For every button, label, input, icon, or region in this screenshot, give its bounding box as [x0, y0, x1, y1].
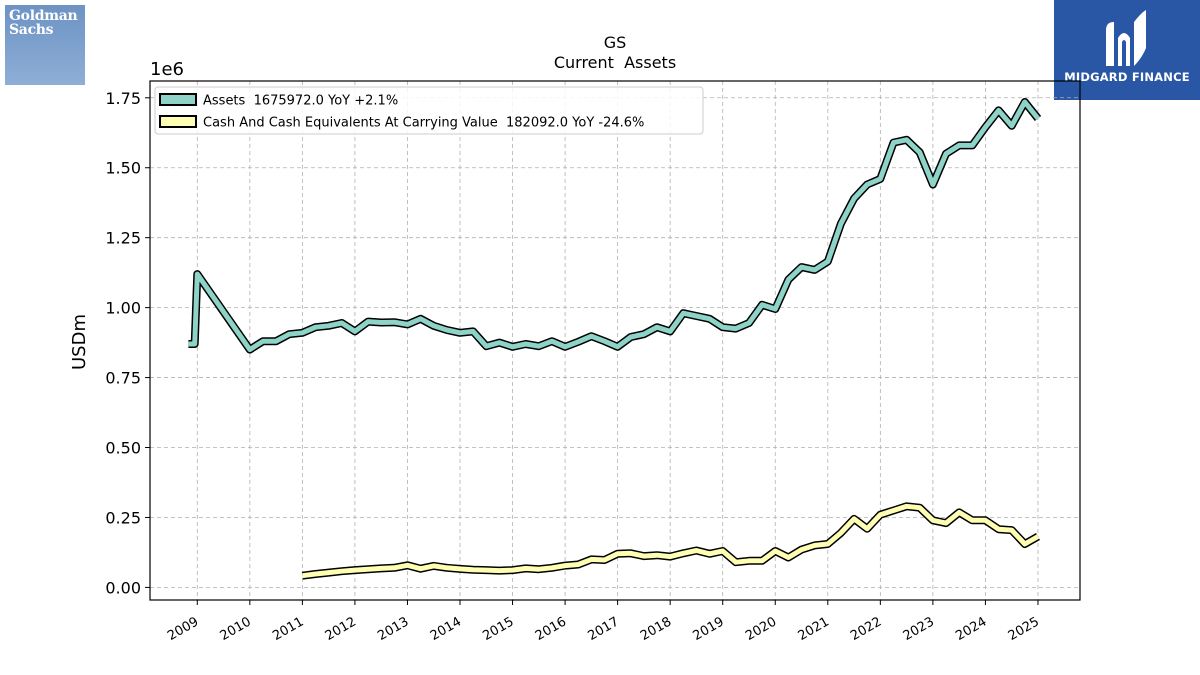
midgard-finance-logo-text: MIDGARD FINANCE — [1064, 70, 1190, 84]
x-tick-label: 2014 — [428, 614, 464, 644]
series-line-outline — [188, 98, 1042, 354]
x-axis: 2009 2010 2011 2012 2013 2014 2015 2016 2017 2018… — [165, 600, 1042, 644]
x-tick-label: 2021 — [796, 614, 832, 644]
series-lines — [188, 98, 1042, 580]
series-cash — [301, 502, 1040, 580]
legend-swatch-assets — [159, 93, 197, 106]
x-tick-label: 2012 — [323, 614, 359, 644]
y-axis: 0.00 0.25 0.50 0.75 1.00 1.25 1.50 1.75 — [105, 89, 150, 597]
x-tick-label: 2016 — [533, 614, 569, 644]
x-tick-label: 2022 — [848, 614, 884, 644]
x-tick-label: 2017 — [585, 614, 621, 644]
midgard-emblem-icon — [1106, 10, 1146, 66]
legend-box — [154, 86, 704, 135]
y-tick-label: 1.50 — [105, 159, 141, 178]
legend-label-cash: Cash And Cash Equivalents At Carrying Va… — [203, 116, 644, 131]
y-multiplier: 1e6 — [150, 59, 184, 80]
x-tick-label: 2025 — [1006, 614, 1042, 644]
x-tick-label: 2010 — [218, 614, 254, 644]
x-tick-label: 2023 — [901, 614, 937, 644]
y-tick-label: 0.00 — [105, 578, 141, 597]
y-tick-label: 0.25 — [105, 508, 141, 527]
x-tick-label: 2024 — [953, 614, 989, 644]
x-tick-label: 2015 — [480, 614, 516, 644]
x-tick-label: 2013 — [375, 614, 411, 644]
midgard-finance-logo: MIDGARD FINANCE — [1054, 0, 1200, 100]
y-tick-label: 1.75 — [105, 89, 141, 108]
y-tick-label: 0.75 — [105, 369, 141, 388]
y-tick-label: 0.50 — [105, 439, 141, 458]
legend: Assets 1675972.0 YoY +2.1% Cash And Cash… — [154, 86, 704, 135]
x-tick-label: 2020 — [743, 614, 779, 644]
chart-subtitle: Current Assets — [554, 53, 676, 72]
goldman-sachs-logo: Goldman Sachs — [5, 5, 85, 85]
x-tick-label: 2009 — [165, 614, 201, 644]
grid — [150, 81, 1080, 600]
legend-swatch-cash — [159, 115, 197, 128]
x-tick-label: 2011 — [270, 614, 306, 644]
y-axis-label: USDm — [69, 314, 90, 370]
y-tick-label: 1.25 — [105, 229, 141, 248]
series-line — [188, 99, 1040, 353]
plot-frame — [149, 80, 1081, 601]
series-assets — [188, 98, 1042, 354]
series-line — [302, 503, 1040, 579]
legend-label-assets: Assets 1675972.0 YoY +2.1% — [203, 94, 398, 109]
x-tick-label: 2019 — [691, 614, 727, 644]
goldman-sachs-logo-text: Goldman Sachs — [9, 8, 78, 38]
chart-title: GS — [604, 33, 627, 52]
x-tick-label: 2018 — [638, 614, 674, 644]
y-tick-label: 1.00 — [105, 299, 141, 318]
